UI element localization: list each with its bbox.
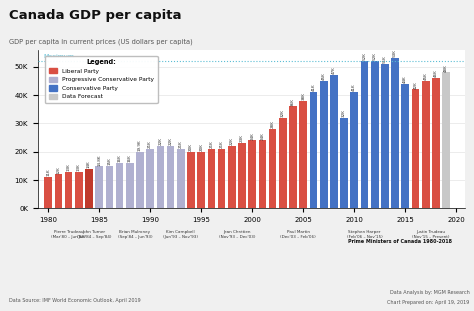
Bar (177, 149, 185, 208)
Bar (432, 78, 440, 208)
Text: Stephen Harper
(Feb'06 – Nov'15): Stephen Harper (Feb'06 – Nov'15) (346, 230, 383, 239)
Bar (187, 152, 195, 208)
Bar (320, 81, 328, 208)
Text: 13K: 13K (77, 163, 81, 171)
Text: 13K: 13K (66, 163, 71, 171)
Text: 14.8K: 14.8K (97, 154, 101, 165)
Bar (289, 106, 297, 208)
Text: 14K: 14K (87, 160, 91, 168)
Text: 24K: 24K (250, 132, 254, 140)
Text: Justin Trudeau
(Nov'15 – Present): Justin Trudeau (Nov'15 – Present) (412, 230, 450, 239)
Bar (392, 58, 399, 208)
Bar (65, 172, 73, 208)
Text: GDP per capita in current prices (US dollars per capita): GDP per capita in current prices (US dol… (9, 39, 193, 45)
Text: 21K: 21K (210, 140, 213, 148)
Text: 15K: 15K (107, 157, 111, 165)
Text: 16K: 16K (128, 155, 132, 162)
Text: 45K: 45K (424, 72, 428, 80)
Bar (412, 90, 419, 208)
Bar (269, 129, 276, 208)
Bar (197, 152, 205, 208)
Text: 46K: 46K (434, 69, 438, 77)
Bar (167, 146, 174, 208)
Text: 19.9K: 19.9K (138, 140, 142, 151)
Text: 20K: 20K (199, 143, 203, 151)
Text: 21K: 21K (219, 140, 224, 148)
Text: 36K: 36K (291, 98, 295, 105)
Bar (116, 163, 123, 208)
Text: 28K: 28K (271, 120, 274, 128)
Text: 45K: 45K (322, 72, 326, 80)
Bar (279, 118, 287, 208)
Bar (248, 140, 256, 208)
Text: 38K: 38K (301, 92, 305, 100)
Text: Jean Chrétien
(Nov'93 – Dec'03): Jean Chrétien (Nov'93 – Dec'03) (219, 230, 255, 239)
Text: Paul Martin
(Dec'03 – Feb'06): Paul Martin (Dec'03 – Feb'06) (280, 230, 316, 239)
Text: 21K: 21K (179, 140, 183, 148)
Text: 12K: 12K (56, 166, 60, 174)
Text: 22K: 22K (169, 137, 173, 145)
Bar (310, 92, 317, 208)
Text: 16K: 16K (118, 155, 121, 162)
Text: 24K: 24K (260, 132, 264, 140)
Text: 22K: 22K (230, 137, 234, 145)
Text: 53K: 53K (393, 49, 397, 58)
Bar (381, 64, 389, 208)
Text: 32K: 32K (342, 109, 346, 117)
Bar (340, 118, 348, 208)
Bar (238, 143, 246, 208)
Bar (401, 84, 409, 208)
Text: Chart Prepared on: April 19, 2019: Chart Prepared on: April 19, 2019 (387, 300, 469, 305)
Bar (126, 163, 134, 208)
Text: 52K: 52K (363, 52, 366, 60)
Bar (208, 149, 215, 208)
Bar (300, 101, 307, 208)
Bar (422, 81, 429, 208)
Bar (361, 61, 368, 208)
Text: 20K: 20K (189, 143, 193, 151)
Bar (218, 149, 226, 208)
Text: 11K: 11K (46, 169, 50, 176)
Bar (55, 174, 62, 208)
Bar (350, 92, 358, 208)
Bar (156, 146, 164, 208)
Text: Brian Mulroney
(Sep'84 – Jun'93): Brian Mulroney (Sep'84 – Jun'93) (118, 230, 152, 239)
Text: Data Analysis by: MGM Research: Data Analysis by: MGM Research (390, 290, 469, 295)
Bar (146, 149, 154, 208)
Text: 21K: 21K (148, 140, 152, 148)
Text: Canada GDP per capita: Canada GDP per capita (9, 9, 182, 22)
Bar (136, 152, 144, 208)
Text: 48K: 48K (444, 64, 448, 72)
Bar (75, 172, 82, 208)
Text: Maximum: Maximum (43, 54, 74, 59)
Text: 52K: 52K (373, 52, 377, 60)
Bar (330, 75, 337, 208)
Text: Pierre Trudeau
(Mar'80 – Jun'88): Pierre Trudeau (Mar'80 – Jun'88) (51, 230, 86, 239)
Text: Kim Campbell
(Jun'93 – Nov'93): Kim Campbell (Jun'93 – Nov'93) (164, 230, 198, 239)
Bar (371, 61, 379, 208)
Bar (95, 166, 103, 208)
Bar (259, 140, 266, 208)
Text: Data Source: IMF World Economic Outlook, April 2019: Data Source: IMF World Economic Outlook,… (9, 298, 141, 303)
Bar (85, 169, 93, 208)
Text: 32K: 32K (281, 109, 285, 117)
Text: 47K: 47K (332, 67, 336, 74)
Bar (442, 72, 450, 208)
Bar (106, 166, 113, 208)
Text: 41K: 41K (352, 84, 356, 91)
Text: 51K: 51K (383, 55, 387, 63)
Bar (44, 177, 52, 208)
Text: John Turner
(Jun'84 – Sep'84): John Turner (Jun'84 – Sep'84) (77, 230, 111, 239)
Legend: Liberal Party, Progressive Conservative Party, Conservative Party, Data Forecast: Liberal Party, Progressive Conservative … (45, 56, 157, 103)
Text: Prime Ministers of Canada 1980-2018: Prime Ministers of Canada 1980-2018 (348, 239, 452, 244)
Text: 42K: 42K (413, 81, 418, 89)
Text: 23K: 23K (240, 134, 244, 142)
Bar (228, 146, 236, 208)
Text: 22K: 22K (158, 137, 163, 145)
Text: 41K: 41K (311, 84, 316, 91)
Text: 44K: 44K (403, 75, 407, 83)
